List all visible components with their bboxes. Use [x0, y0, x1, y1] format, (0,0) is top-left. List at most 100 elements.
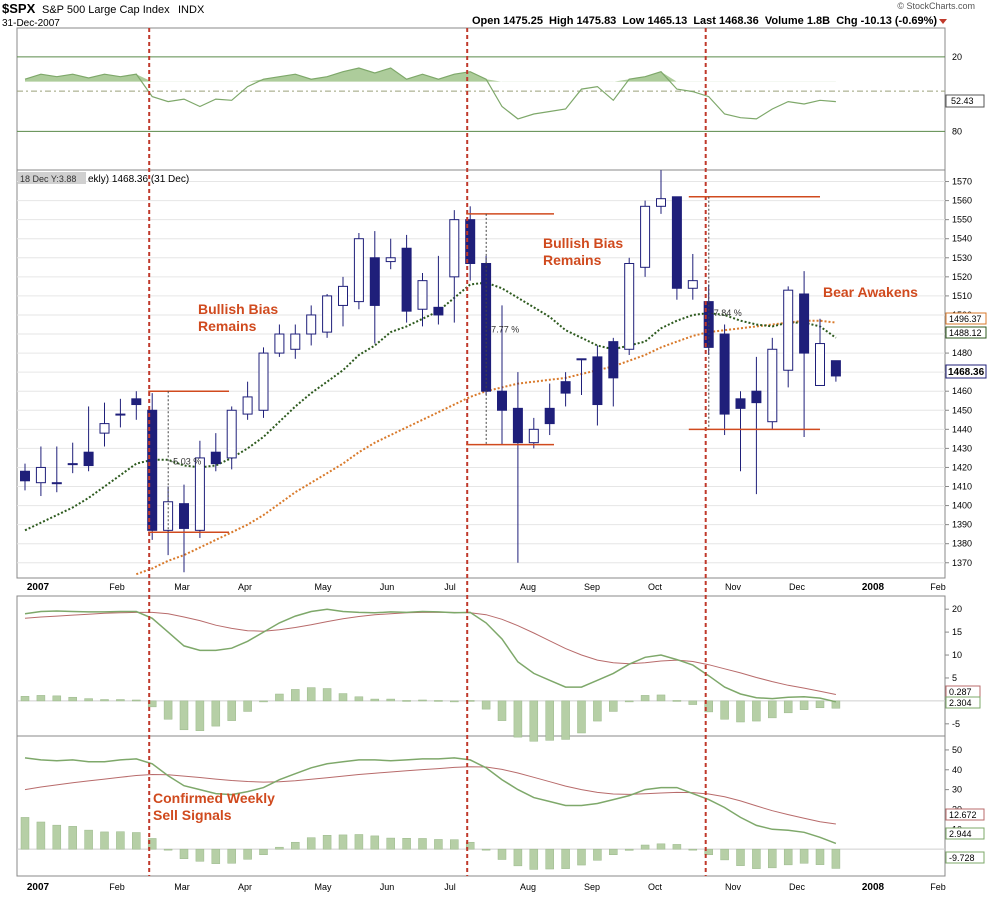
slow-histogram-bar — [402, 838, 411, 850]
slow-histogram-bar — [640, 844, 650, 850]
candle-body — [338, 285, 348, 306]
price-tick-label: 1370 — [952, 558, 972, 568]
ma-tag-2: 1488.12 — [945, 326, 987, 339]
slow-histogram-bar — [338, 834, 348, 850]
x-axis-label: Dec — [789, 582, 806, 592]
change-down-arrow-icon — [939, 19, 947, 24]
price-tick-label: 1390 — [952, 520, 972, 530]
price-tick-label: 1440 — [952, 424, 972, 434]
candle-body — [671, 196, 682, 289]
candle-body — [83, 451, 94, 467]
candle-body — [67, 463, 78, 466]
slow-histogram-bar — [243, 848, 252, 860]
slow-histogram-bar — [561, 848, 570, 869]
candle-body — [226, 409, 237, 459]
candle-body — [417, 280, 428, 310]
macd-histogram-bar — [20, 696, 30, 702]
slow-tick-label: 40 — [952, 765, 962, 775]
slow-histogram-bar — [450, 839, 459, 850]
x-axis-label-bottom: 2007 — [27, 882, 50, 893]
macd-histogram-bar — [513, 700, 523, 738]
price-tick-label: 1520 — [952, 272, 972, 282]
macd-histogram-bar — [768, 700, 777, 719]
slow-value-1: 12.672 — [949, 810, 977, 820]
slow-histogram-bar — [354, 834, 364, 850]
x-axis-label: Feb — [930, 582, 946, 592]
price-caption: ekly) 1468.36 (31 Dec) — [88, 174, 189, 185]
annotation-text: Bullish Bias Remains — [198, 301, 278, 334]
macd-histogram-bar — [132, 699, 141, 702]
x-axis-label-bottom: Feb — [930, 882, 946, 892]
quote-line: Open 1475.25 High 1475.83 Low 1465.13 La… — [472, 15, 937, 27]
candle-body — [735, 398, 746, 409]
macd-line — [24, 608, 837, 703]
x-axis-label-bottom: Sep — [584, 882, 600, 892]
candle-body — [767, 348, 778, 423]
candle-body — [290, 333, 301, 350]
slow-histogram-bar — [179, 848, 189, 859]
slow-tick-label: 30 — [952, 785, 962, 795]
annotation-line: Remains — [198, 318, 257, 334]
candle-body — [274, 333, 285, 354]
macd-histogram-bar — [163, 700, 173, 720]
macd-value-1: 0.287 — [949, 687, 972, 697]
price-tick-label: 1560 — [952, 196, 972, 206]
candle-body — [815, 343, 825, 386]
price-tick-label: 1480 — [952, 348, 972, 358]
drawdown-label: -7.77 % — [488, 324, 519, 334]
x-axis-label-bottom: Apr — [238, 882, 252, 892]
annotation-text: Bullish Bias Remains — [543, 235, 623, 268]
price-tick-label: 1450 — [952, 405, 972, 415]
annotation-text: Confirmed Weekly Sell Signals — [153, 790, 275, 823]
slow-histogram-bar — [768, 848, 777, 869]
macd-histogram-bar — [52, 695, 62, 702]
macd-histogram-bar — [68, 696, 77, 702]
rsi-tick-label: 20 — [952, 52, 962, 62]
macd-histogram-bar — [624, 700, 634, 703]
slow-tag-1: 12.672 — [945, 808, 985, 821]
slow-histogram-bar — [211, 848, 221, 864]
x-axis-label-bottom: Oct — [648, 882, 663, 892]
slow-histogram-bar — [275, 846, 284, 850]
macd-histogram-bar — [783, 700, 793, 714]
macd-histogram-bar — [704, 700, 713, 713]
macd-histogram-bar — [529, 700, 539, 742]
x-axis-label-bottom: Dec — [789, 882, 806, 892]
slow-histogram-bar — [481, 848, 491, 851]
drawdown-label: -5.03 % — [170, 457, 201, 467]
candle-body — [687, 280, 698, 289]
candle-body — [449, 219, 460, 278]
macd-histogram-bar — [640, 695, 650, 702]
macd-histogram-bar — [831, 700, 841, 709]
slow-histogram-bar — [418, 838, 427, 850]
x-axis-label: Jun — [380, 582, 395, 592]
slow-histogram-bar — [132, 832, 141, 850]
slow-histogram-bar — [672, 844, 682, 850]
price-tick-label: 1420 — [952, 462, 972, 472]
ma-short-line — [24, 281, 837, 532]
annotation-line: Bear Awakens — [823, 284, 918, 300]
candle-body — [194, 457, 205, 531]
annotation-text: Bear Awakens — [823, 284, 918, 300]
slow-histogram-bar — [497, 848, 507, 860]
candle-body — [258, 352, 269, 411]
rsi-value-label: 52.43 — [951, 96, 974, 106]
annotation-layer: -5.03 %-7.77 %-7.84 %Bullish Bias Remains… — [148, 28, 918, 876]
slow-histogram-bar — [322, 835, 332, 850]
rsi-panel — [24, 67, 836, 120]
macd-histogram-bar — [402, 700, 411, 702]
x-axis-label: Sep — [584, 582, 600, 592]
candle-body — [608, 341, 619, 379]
candle-body — [242, 396, 253, 415]
x-axis-label: Oct — [648, 582, 663, 592]
slow-macd-line — [24, 757, 837, 845]
ma-tag-1: 1496.37 — [945, 312, 987, 325]
price-panel-frame — [16, 169, 946, 579]
macd-tick-label: 20 — [952, 604, 962, 614]
rsi-line — [24, 67, 836, 120]
macd-histogram-bar — [354, 696, 364, 702]
macd-histogram-bar — [609, 700, 618, 712]
macd-histogram-bar — [450, 700, 459, 703]
candle-body — [751, 390, 762, 404]
price-tick-label: 1380 — [952, 539, 972, 549]
